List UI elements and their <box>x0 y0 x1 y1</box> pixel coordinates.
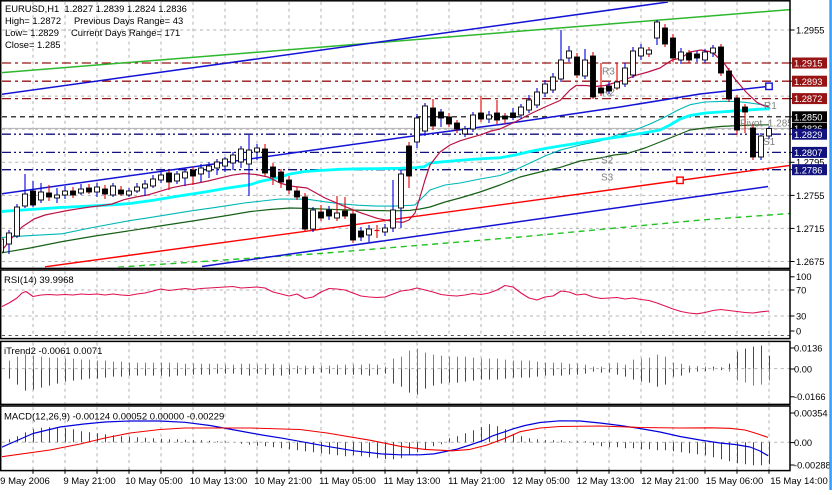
svg-text:100: 100 <box>796 272 812 282</box>
svg-text:0.0136: 0.0136 <box>794 343 822 353</box>
svg-text:1.2715: 1.2715 <box>796 224 824 234</box>
svg-text:1.2755: 1.2755 <box>796 191 824 201</box>
svg-text:Pivot 1.285: Pivot 1.285 <box>740 119 793 130</box>
svg-text:Previous Days Range= 43: Previous Days Range= 43 <box>74 15 183 26</box>
svg-text:10 May 21:00: 10 May 21:00 <box>254 476 312 487</box>
svg-text:Low= 1.2829: Low= 1.2829 <box>5 27 59 38</box>
svg-text:12 May 21:00: 12 May 21:00 <box>641 476 699 487</box>
svg-text:S2: S2 <box>601 156 614 167</box>
svg-text:1.2955: 1.2955 <box>796 25 824 35</box>
svg-text:0.00: 0.00 <box>794 364 812 374</box>
svg-text:1.2795: 1.2795 <box>796 158 824 168</box>
svg-text:-0.00288: -0.00288 <box>794 460 831 470</box>
svg-text:70: 70 <box>796 285 806 295</box>
svg-text:Close= 1.285: Close= 1.285 <box>5 39 61 50</box>
svg-text:0.00354: 0.00354 <box>794 408 828 418</box>
svg-text:Current Days Range= 171: Current Days Range= 171 <box>71 27 180 38</box>
svg-text:11 May 13:00: 11 May 13:00 <box>384 476 441 487</box>
svg-text:30: 30 <box>796 311 806 321</box>
svg-text:1.2675: 1.2675 <box>796 257 824 267</box>
svg-text:1.2915: 1.2915 <box>794 59 822 69</box>
svg-text:iTrend2 -0.0061 0.0071: iTrend2 -0.0061 0.0071 <box>4 346 102 357</box>
svg-text:RSI(14) 39.9968: RSI(14) 39.9968 <box>4 275 74 286</box>
svg-text:12 May 13:00: 12 May 13:00 <box>577 476 635 487</box>
svg-text:10 May 05:00: 10 May 05:00 <box>125 476 183 487</box>
svg-text:1.2850: 1.2850 <box>794 112 822 122</box>
svg-text:0.00: 0.00 <box>794 438 812 448</box>
svg-text:EURUSD,H1 1.2827 1.2839 1.282: EURUSD,H1 1.2827 1.2839 1.2824 1.2836 <box>5 3 187 14</box>
svg-text:9 May 21:00: 9 May 21:00 <box>63 476 115 487</box>
svg-text:1.2786: 1.2786 <box>794 165 822 175</box>
svg-text:9 May 2006: 9 May 2006 <box>0 476 50 487</box>
svg-text:11 May 05:00: 11 May 05:00 <box>319 476 376 487</box>
svg-text:15 May 14:00: 15 May 14:00 <box>770 476 828 487</box>
svg-text:R3: R3 <box>602 67 615 78</box>
svg-text:10 May 13:00: 10 May 13:00 <box>190 476 248 487</box>
svg-text:1.2807: 1.2807 <box>794 148 822 158</box>
svg-text:High= 1.2872: High= 1.2872 <box>5 15 61 26</box>
svg-text:-0.0166: -0.0166 <box>794 392 826 402</box>
svg-text:0: 0 <box>796 326 801 336</box>
svg-text:1.2893: 1.2893 <box>794 77 822 87</box>
svg-text:MACD(12,26,9) -0.00124 0.00052: MACD(12,26,9) -0.00124 0.00052 0.00000 -… <box>4 412 224 423</box>
svg-text:S3: S3 <box>601 173 614 184</box>
svg-text:1.2829: 1.2829 <box>794 130 822 140</box>
svg-text:11 May 21:00: 11 May 21:00 <box>448 476 505 487</box>
svg-text:1.2872: 1.2872 <box>794 94 822 104</box>
svg-text:S1: S1 <box>763 137 776 148</box>
svg-text:R1: R1 <box>764 101 777 112</box>
svg-text:12 May 05:00: 12 May 05:00 <box>512 476 570 487</box>
svg-text:15 May 06:00: 15 May 06:00 <box>706 476 764 487</box>
